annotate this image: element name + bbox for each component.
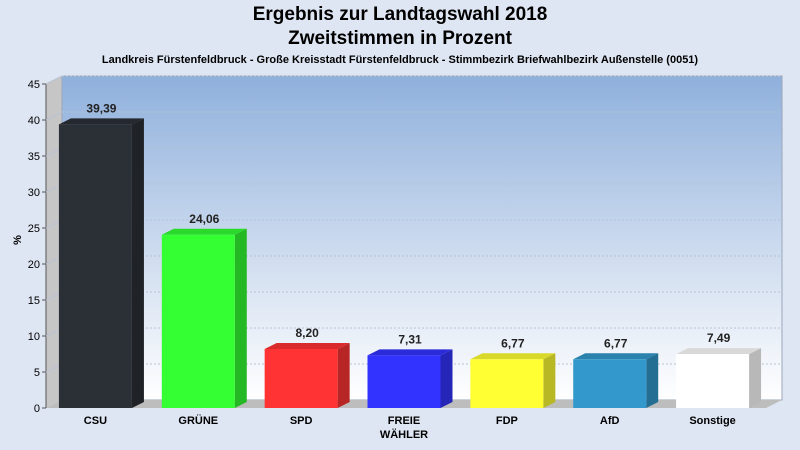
bar-side (543, 353, 556, 408)
x-tick-label: GRÜNE (178, 414, 218, 427)
bars: 39,39 24,06 8,20 7,31 6,77 6,77 7,49 (58, 101, 762, 408)
chart-title: Ergebnis zur Landtagswahl 2018 (252, 4, 548, 25)
x-tick-label: SPD (290, 415, 313, 427)
bar-top (264, 342, 350, 349)
bar-top (58, 118, 144, 125)
bar-side (646, 353, 659, 408)
y-tick-label: 10 (28, 331, 40, 343)
x-tick-label: WÄHLER (380, 428, 428, 441)
bar-front (573, 359, 647, 408)
x-tick-label: Sonstige (689, 415, 735, 427)
y-tick-label: 20 (28, 259, 40, 271)
x-tick-label: AfD (600, 415, 620, 427)
bar-fdp (470, 353, 556, 408)
bar-front (367, 355, 441, 408)
y-tick-label: 25 (28, 223, 40, 235)
chart-subtitle: Zweitstimmen in Prozent (288, 28, 512, 49)
bar-top (676, 348, 762, 355)
bar-side (234, 228, 247, 408)
bar-top (367, 349, 453, 356)
bar-top (161, 228, 247, 235)
chart-caption: Landkreis Fürstenfeldbruck - Große Kreis… (101, 54, 699, 66)
y-tick-label: 0 (34, 403, 40, 415)
y-tick-label: 15 (28, 295, 40, 307)
y-tick-label: 45 (28, 79, 40, 91)
data-label: 6,77 (501, 336, 525, 350)
bar-afd (573, 353, 659, 408)
bar-front (470, 359, 544, 408)
y-tick-label: 40 (28, 115, 40, 127)
bar-side (337, 342, 350, 408)
y-tick-label: 5 (34, 367, 40, 379)
bar-side (131, 118, 144, 408)
bar-front (676, 354, 750, 408)
bar-side (440, 349, 453, 408)
bar-side (749, 348, 762, 408)
y-axis: 0 5 10 15 20 25 30 35 40 45 (28, 79, 46, 415)
data-label: 39,39 (86, 101, 116, 115)
bar-spd (264, 342, 350, 408)
y-axis-label: % (12, 235, 24, 245)
bar-top (573, 353, 659, 360)
bar-freie-wähler (367, 349, 453, 408)
bar-front (58, 124, 132, 408)
x-tick-label: CSU (84, 415, 107, 427)
data-label: 24,06 (189, 212, 219, 226)
data-label: 7,49 (707, 331, 731, 345)
gridline-side (45, 75, 63, 85)
gridline-side (45, 111, 63, 121)
bar-sonstige (676, 348, 762, 408)
data-label: 6,77 (604, 336, 628, 350)
data-label: 8,20 (295, 326, 319, 340)
data-label: 7,31 (398, 332, 422, 346)
bar-csu (58, 118, 144, 408)
y-tick-label: 30 (28, 187, 40, 199)
bar-front (161, 234, 235, 408)
x-tick-label: FDP (496, 415, 518, 427)
bar-front (264, 348, 338, 408)
plot-side-wall (46, 76, 62, 408)
bar-grüne (161, 228, 247, 408)
x-tick-label: FREIE (388, 415, 420, 427)
bar-top (470, 353, 556, 360)
y-tick-label: 35 (28, 151, 40, 163)
